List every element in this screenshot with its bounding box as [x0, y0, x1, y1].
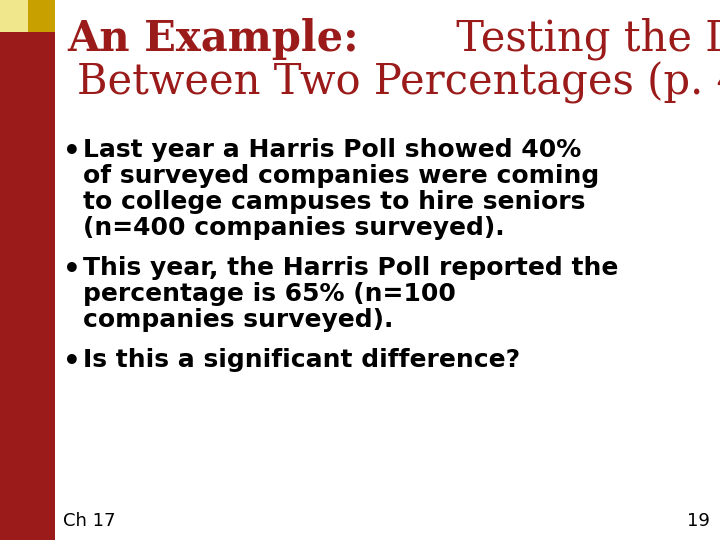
Text: of surveyed companies were coming: of surveyed companies were coming	[83, 164, 599, 188]
Text: Between Two Percentages (p. 495): Between Two Percentages (p. 495)	[77, 62, 720, 104]
Bar	[28, 0, 55, 32]
Text: percentage is 65% (n=100: percentage is 65% (n=100	[83, 282, 456, 306]
Text: companies surveyed).: companies surveyed).	[83, 308, 393, 332]
Text: Last year a Harris Poll showed 40%: Last year a Harris Poll showed 40%	[83, 138, 581, 162]
Text: Is this a significant difference?: Is this a significant difference?	[83, 348, 520, 372]
Text: Ch 17: Ch 17	[63, 512, 115, 530]
Bar	[0, 0, 28, 32]
Text: to college campuses to hire seniors: to college campuses to hire seniors	[83, 190, 585, 214]
Text: •: •	[63, 348, 81, 376]
Bar	[0, 0, 55, 540]
Text: This year, the Harris Poll reported the: This year, the Harris Poll reported the	[83, 256, 618, 280]
Text: (n=400 companies surveyed).: (n=400 companies surveyed).	[83, 216, 505, 240]
Text: •: •	[63, 138, 81, 166]
Text: An Example:: An Example:	[67, 18, 359, 60]
Text: Testing the Difference: Testing the Difference	[444, 18, 720, 60]
Text: •: •	[63, 256, 81, 284]
Text: 19: 19	[687, 512, 710, 530]
Text: An Example:: An Example:	[67, 18, 359, 60]
